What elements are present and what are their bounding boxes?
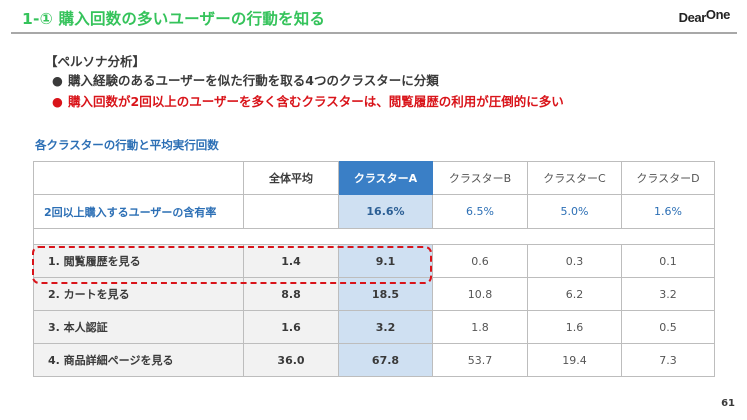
spacer-cell (33, 228, 715, 245)
header-cell-cluster-b: クラスターB (432, 161, 528, 195)
cell-cluster-c: 1.6 (527, 310, 622, 344)
page-number: 61 (721, 398, 735, 409)
cell-cluster-c: 0.3 (527, 244, 622, 278)
cell-cluster-b: 1.8 (432, 310, 528, 344)
bullet-item: ● 購入経験のあるユーザーを似た行動を取る4つのクラスターに分類 (52, 71, 564, 92)
header-cell-cluster-a: クラスターA (338, 161, 433, 195)
header-cell-empty (33, 161, 244, 195)
row-label: 2回以上購入するユーザーの含有率 (33, 194, 244, 229)
bullet-item-emphasis: ● 購入回数が2回以上のユーザーを多く含むクラスターは、閲覧履歴の利用が圧倒的に多… (52, 92, 564, 113)
cell-cluster-b: 10.8 (432, 277, 528, 311)
row-label: 4. 商品詳細ページを見る (33, 343, 244, 377)
table-row: 3. 本人認証 1.6 3.2 1.8 1.6 0.5 (33, 310, 715, 344)
table-caption: 各クラスターの行動と平均実行回数 (35, 138, 219, 152)
cell-cluster-d: 3.2 (621, 277, 715, 311)
cell-cluster-a: 18.5 (338, 277, 433, 311)
bullet-text: 購入回数が2回以上のユーザーを多く含むクラスターは、閲覧履歴の利用が圧倒的に多い (68, 94, 564, 109)
logo-text-main: Dear (678, 10, 707, 25)
cell-cluster-a: 3.2 (338, 310, 433, 344)
brand-logo: DearOne (678, 7, 731, 25)
table-row-repeat-buyer-rate: 2回以上購入するユーザーの含有率 16.6% 6.5% 5.0% 1.6% (33, 194, 715, 229)
bullet-dot-icon: ● (52, 94, 63, 109)
cell-cluster-d: 0.1 (621, 244, 715, 278)
cell-overall-average: 8.8 (243, 277, 339, 311)
cell-cluster-b: 6.5% (432, 194, 528, 229)
table-spacer-row (33, 228, 715, 245)
title-divider (11, 32, 737, 34)
persona-bullet-list: ● 購入経験のあるユーザーを似た行動を取る4つのクラスターに分類 ● 購入回数が2回… (52, 71, 564, 113)
cell-cluster-d: 7.3 (621, 343, 715, 377)
row-label: 3. 本人認証 (33, 310, 244, 344)
cell-cluster-d: 1.6% (621, 194, 715, 229)
header-cell-overall-average: 全体平均 (243, 161, 339, 195)
table-row: 2. カートを見る 8.8 18.5 10.8 6.2 3.2 (33, 277, 715, 311)
header-cell-cluster-d: クラスターD (621, 161, 715, 195)
bullet-text: 購入経験のあるユーザーを似た行動を取る4つのクラスターに分類 (68, 73, 439, 88)
persona-heading: 【ペルソナ分析】 (45, 54, 146, 69)
logo-text-accent: One (705, 7, 730, 22)
cell-cluster-b: 53.7 (432, 343, 528, 377)
table-row: 4. 商品詳細ページを見る 36.0 67.8 53.7 19.4 7.3 (33, 343, 715, 377)
cell-overall-average (243, 194, 339, 229)
row-label: 1. 閲覧履歴を見る (33, 244, 244, 278)
cell-overall-average: 36.0 (243, 343, 339, 377)
cell-cluster-b: 0.6 (432, 244, 528, 278)
cell-cluster-c: 6.2 (527, 277, 622, 311)
cell-overall-average: 1.6 (243, 310, 339, 344)
cell-cluster-a: 16.6% (338, 194, 433, 229)
row-label: 2. カートを見る (33, 277, 244, 311)
cell-cluster-a: 9.1 (338, 244, 433, 278)
cell-cluster-c: 19.4 (527, 343, 622, 377)
header-cell-cluster-c: クラスターC (527, 161, 622, 195)
slide-title: 1-① 購入回数の多いユーザーの行動を知る (22, 10, 326, 28)
cell-cluster-a: 67.8 (338, 343, 433, 377)
table-header-row: 全体平均 クラスターA クラスターB クラスターC クラスターD (33, 161, 715, 195)
cell-overall-average: 1.4 (243, 244, 339, 278)
cluster-behavior-table: 全体平均 クラスターA クラスターB クラスターC クラスターD 2回以上購入す… (33, 161, 715, 377)
bullet-dot-icon: ● (52, 73, 63, 88)
table-row: 1. 閲覧履歴を見る 1.4 9.1 0.6 0.3 0.1 (33, 244, 715, 278)
cell-cluster-d: 0.5 (621, 310, 715, 344)
cell-cluster-c: 5.0% (527, 194, 622, 229)
